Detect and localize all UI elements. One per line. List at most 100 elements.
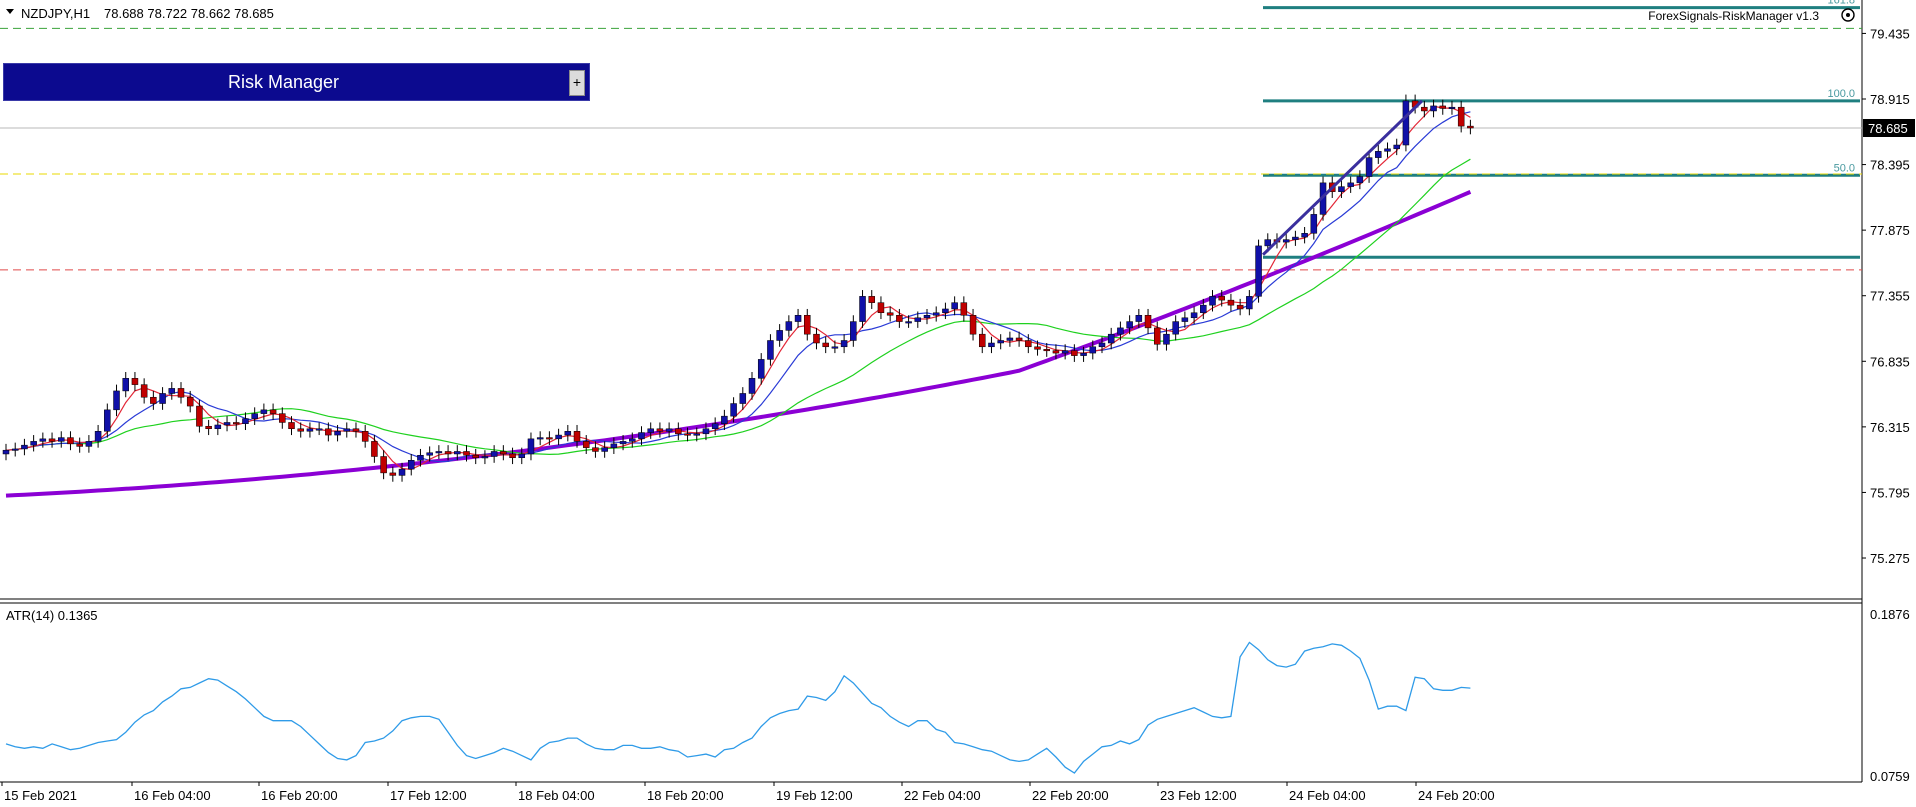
candle-body: [159, 393, 166, 404]
candle-body: [684, 433, 691, 436]
candle-body: [1246, 296, 1253, 310]
candle-body: [1402, 100, 1410, 146]
time-tick-label: 24 Feb 20:00: [1418, 788, 1495, 803]
time-tick-label: 22 Feb 04:00: [904, 788, 981, 803]
candle-body: [665, 428, 673, 432]
candle-body: [702, 428, 710, 435]
candle: [472, 448, 479, 465]
candle-body: [444, 451, 452, 455]
candle-body: [39, 438, 47, 442]
candle-body: [1154, 327, 1161, 345]
candle-body: [721, 415, 728, 424]
price-tick-label: 78.915: [1870, 92, 1910, 107]
candle: [48, 432, 56, 448]
candle-body: [536, 437, 544, 440]
candle-body: [1255, 245, 1262, 297]
candle-body: [757, 359, 765, 379]
candle-body: [1347, 182, 1354, 187]
candle: [1430, 99, 1437, 118]
candle-body: [914, 317, 922, 322]
candle: [140, 378, 148, 404]
candle-body: [564, 431, 572, 436]
candle: [536, 431, 544, 446]
candle: [850, 315, 857, 347]
candle-body: [435, 451, 443, 454]
settings-icon[interactable]: [1841, 8, 1855, 22]
candle: [1135, 308, 1143, 328]
candle: [1338, 180, 1345, 198]
atr-subwindow: 0.1876 0.0759: [5, 607, 1910, 784]
candle: [509, 447, 516, 465]
candle-body: [251, 413, 258, 419]
price-tick-label: 75.275: [1870, 551, 1910, 566]
candle: [1347, 176, 1354, 193]
candle-body: [104, 409, 111, 432]
candle-body: [371, 441, 378, 457]
candle-body: [186, 396, 194, 407]
candle-body: [868, 296, 875, 303]
candle-body: [1025, 340, 1032, 348]
candle-body: [481, 456, 489, 459]
candle: [1439, 99, 1447, 115]
candle: [279, 407, 286, 429]
expand-button[interactable]: +: [569, 70, 585, 96]
candle: [104, 403, 111, 438]
trendline[interactable]: [1261, 99, 1424, 256]
candle-body: [85, 441, 93, 447]
candle: [711, 417, 719, 436]
candle-body: [1117, 327, 1124, 335]
moving-averages: [5, 105, 1472, 498]
candle-body: [380, 456, 387, 474]
indicator-label: ForexSignals-RiskManager v1.3: [1648, 9, 1819, 23]
candle: [122, 372, 129, 398]
candle-body: [417, 454, 424, 461]
candle-body: [932, 312, 940, 316]
candle: [629, 432, 636, 448]
risk-manager-panel[interactable]: Risk Manager +: [3, 63, 590, 101]
candle-body: [1421, 106, 1428, 112]
candle: [1163, 327, 1170, 351]
price-tick-label: 75.795: [1870, 485, 1910, 500]
candle-body: [48, 438, 56, 442]
candle: [840, 334, 848, 354]
candle: [223, 416, 231, 432]
time-tick-label: 16 Feb 04:00: [134, 788, 211, 803]
candle: [656, 422, 664, 438]
price-tick-label: 79.435: [1870, 26, 1910, 41]
candle-body: [1126, 321, 1133, 329]
candle: [877, 296, 885, 320]
candle-body: [592, 447, 599, 452]
candle-body: [297, 428, 304, 432]
candle: [1200, 298, 1207, 320]
price-tick-label: 76.835: [1870, 354, 1910, 369]
candle-body: [1190, 312, 1198, 319]
time-axis: 15 Feb 2021 16 Feb 04:00 16 Feb 20:00 17 Fe…: [1, 782, 1495, 803]
candle-body: [711, 423, 719, 430]
candle-body: [1098, 342, 1106, 348]
candle: [1393, 138, 1400, 156]
candle-body: [1135, 315, 1143, 322]
candle-body: [269, 409, 277, 414]
candle: [1107, 327, 1115, 350]
candle: [693, 427, 700, 442]
candle: [794, 308, 802, 328]
candle-body: [389, 472, 397, 476]
candle-body: [1393, 144, 1400, 150]
candle: [58, 431, 65, 448]
candle-body: [233, 422, 240, 425]
candle: [979, 327, 986, 354]
candle: [444, 445, 452, 461]
candle: [407, 453, 415, 476]
candle-body: [582, 441, 590, 448]
chart-frame: [0, 0, 1863, 783]
candle-body: [1071, 350, 1078, 356]
candle-body: [1356, 176, 1364, 184]
candle: [1282, 233, 1290, 249]
dropdown-arrow-icon[interactable]: [6, 9, 14, 14]
candle-body: [896, 315, 903, 322]
time-tick-label: 19 Feb 12:00: [776, 788, 853, 803]
candle-body: [886, 312, 894, 316]
candle: [1172, 315, 1179, 341]
candle-body: [951, 302, 958, 310]
